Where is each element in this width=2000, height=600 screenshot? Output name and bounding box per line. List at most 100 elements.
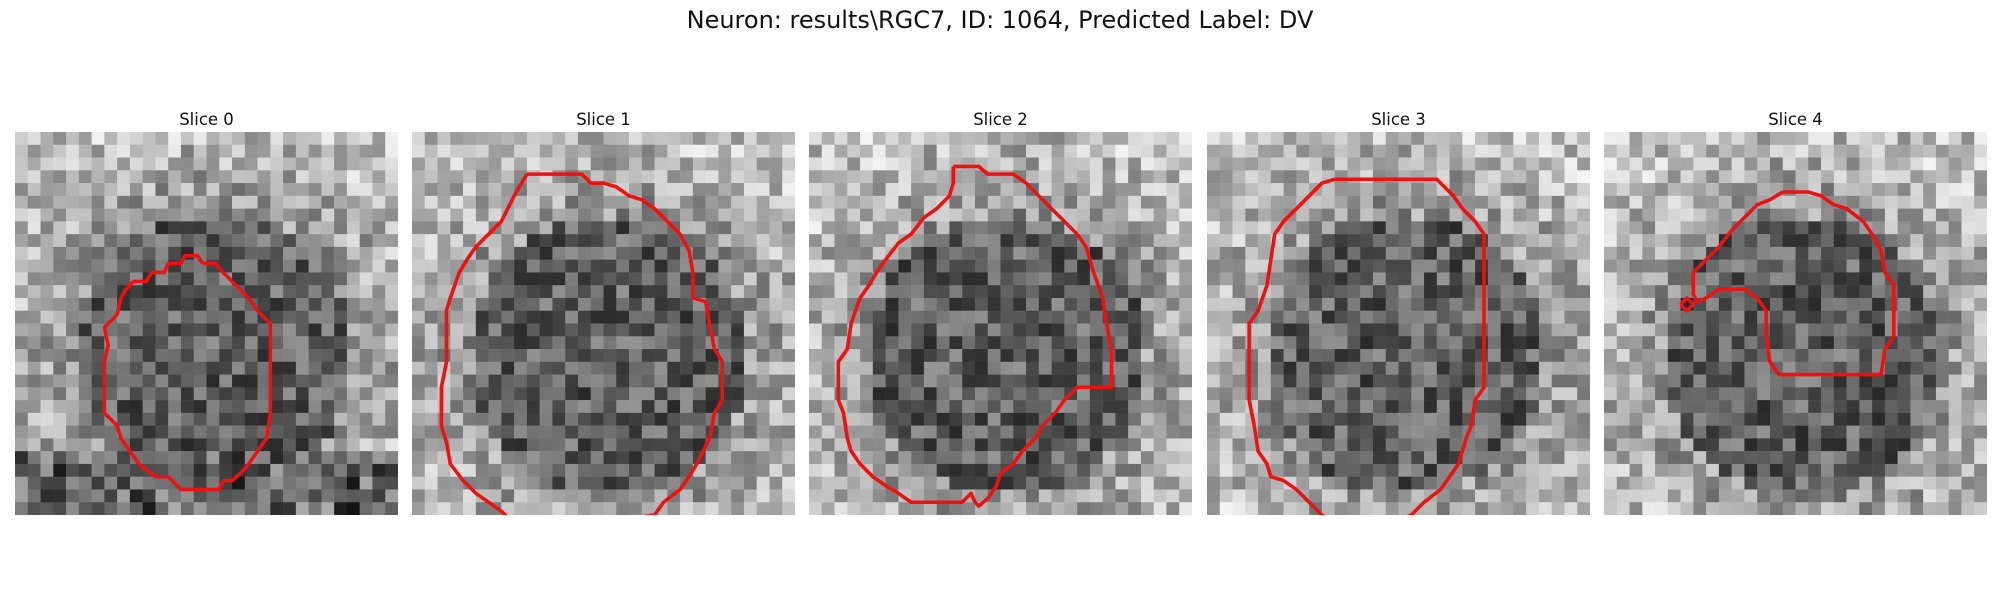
image-pixel (1795, 157, 1809, 171)
image-pixel (692, 310, 706, 324)
image-pixel (450, 297, 464, 311)
image-pixel (680, 285, 694, 299)
image-pixel (1000, 425, 1014, 439)
image-pixel (1424, 412, 1438, 426)
image-pixel (1935, 489, 1949, 503)
image-pixel (1513, 425, 1527, 439)
image-pixel (270, 438, 284, 452)
slice-panel-4: Slice 4 (1604, 108, 1987, 515)
image-pixel (1140, 489, 1154, 503)
image-pixel (1270, 489, 1284, 503)
image-pixel (782, 502, 795, 515)
image-pixel (743, 272, 757, 286)
image-pixel (1077, 183, 1091, 197)
image-pixel (1577, 387, 1590, 401)
image-pixel (1166, 387, 1180, 401)
image-pixel (1629, 144, 1643, 158)
image-pixel (1859, 349, 1873, 363)
image-pixel (974, 387, 988, 401)
image-pixel (15, 387, 29, 401)
image-pixel (104, 476, 118, 490)
image-pixel (1538, 144, 1552, 158)
image-pixel (692, 183, 706, 197)
image-pixel (1013, 502, 1027, 515)
image-pixel (603, 425, 617, 439)
image-pixel (308, 489, 322, 503)
image-pixel (1411, 374, 1425, 388)
image-pixel (1283, 489, 1297, 503)
image-pixel (705, 195, 719, 209)
image-pixel (78, 361, 92, 375)
image-pixel (372, 489, 386, 503)
image-pixel (412, 451, 426, 465)
image-pixel (1846, 476, 1860, 490)
image-pixel (475, 297, 489, 311)
image-pixel (117, 183, 131, 197)
image-pixel (257, 246, 271, 260)
image-pixel (1693, 451, 1707, 465)
image-pixel (1334, 310, 1348, 324)
image-pixel (1232, 361, 1246, 375)
image-pixel (949, 489, 963, 503)
image-pixel (1616, 336, 1630, 350)
image-pixel (1500, 387, 1514, 401)
image-pixel (1629, 259, 1643, 273)
image-pixel (1526, 132, 1540, 146)
image-pixel (1604, 412, 1618, 426)
image-pixel (1245, 183, 1259, 197)
image-pixel (821, 374, 835, 388)
image-pixel (180, 438, 194, 452)
image-pixel (1372, 438, 1386, 452)
image-pixel (1833, 387, 1847, 401)
image-pixel (270, 195, 284, 209)
image-pixel (475, 323, 489, 337)
image-pixel (129, 502, 143, 515)
image-pixel (346, 246, 360, 260)
image-pixel (1089, 502, 1103, 515)
image-pixel (1140, 144, 1154, 158)
image-pixel (526, 361, 540, 375)
image-pixel (1115, 438, 1129, 452)
image-pixel (923, 310, 937, 324)
image-pixel (1821, 246, 1835, 260)
image-pixel (616, 451, 630, 465)
slice-title: Slice 3 (1371, 110, 1426, 129)
image-pixel (1526, 502, 1540, 515)
image-pixel (911, 489, 925, 503)
image-pixel (1038, 349, 1052, 363)
image-pixel (1846, 310, 1860, 324)
image-pixel (1884, 400, 1898, 414)
image-pixel (1526, 361, 1540, 375)
image-pixel (1604, 246, 1618, 260)
image-pixel (1616, 208, 1630, 222)
image-pixel (949, 272, 963, 286)
image-pixel (193, 310, 207, 324)
image-pixel (1604, 463, 1618, 477)
image-pixel (1808, 246, 1822, 260)
image-pixel (117, 246, 131, 260)
image-pixel (1500, 463, 1514, 477)
image-pixel (501, 285, 515, 299)
image-pixel (1475, 412, 1489, 426)
image-pixel (129, 476, 143, 490)
image-pixel (1179, 234, 1192, 248)
image-pixel (385, 259, 398, 273)
image-pixel (1475, 144, 1489, 158)
image-pixel (860, 476, 874, 490)
image-pixel (1706, 323, 1720, 337)
image-pixel (782, 170, 795, 184)
image-pixel (1398, 246, 1412, 260)
image-pixel (1859, 425, 1873, 439)
image-pixel (1334, 438, 1348, 452)
image-pixel (809, 272, 823, 286)
image-pixel (450, 336, 464, 350)
image-pixel (283, 425, 297, 439)
image-pixel (1935, 221, 1949, 235)
image-pixel (1487, 246, 1501, 260)
image-pixel (1731, 170, 1745, 184)
image-pixel (629, 476, 643, 490)
image-pixel (1782, 285, 1796, 299)
image-pixel (603, 132, 617, 146)
image-pixel (1500, 412, 1514, 426)
image-pixel (15, 349, 29, 363)
